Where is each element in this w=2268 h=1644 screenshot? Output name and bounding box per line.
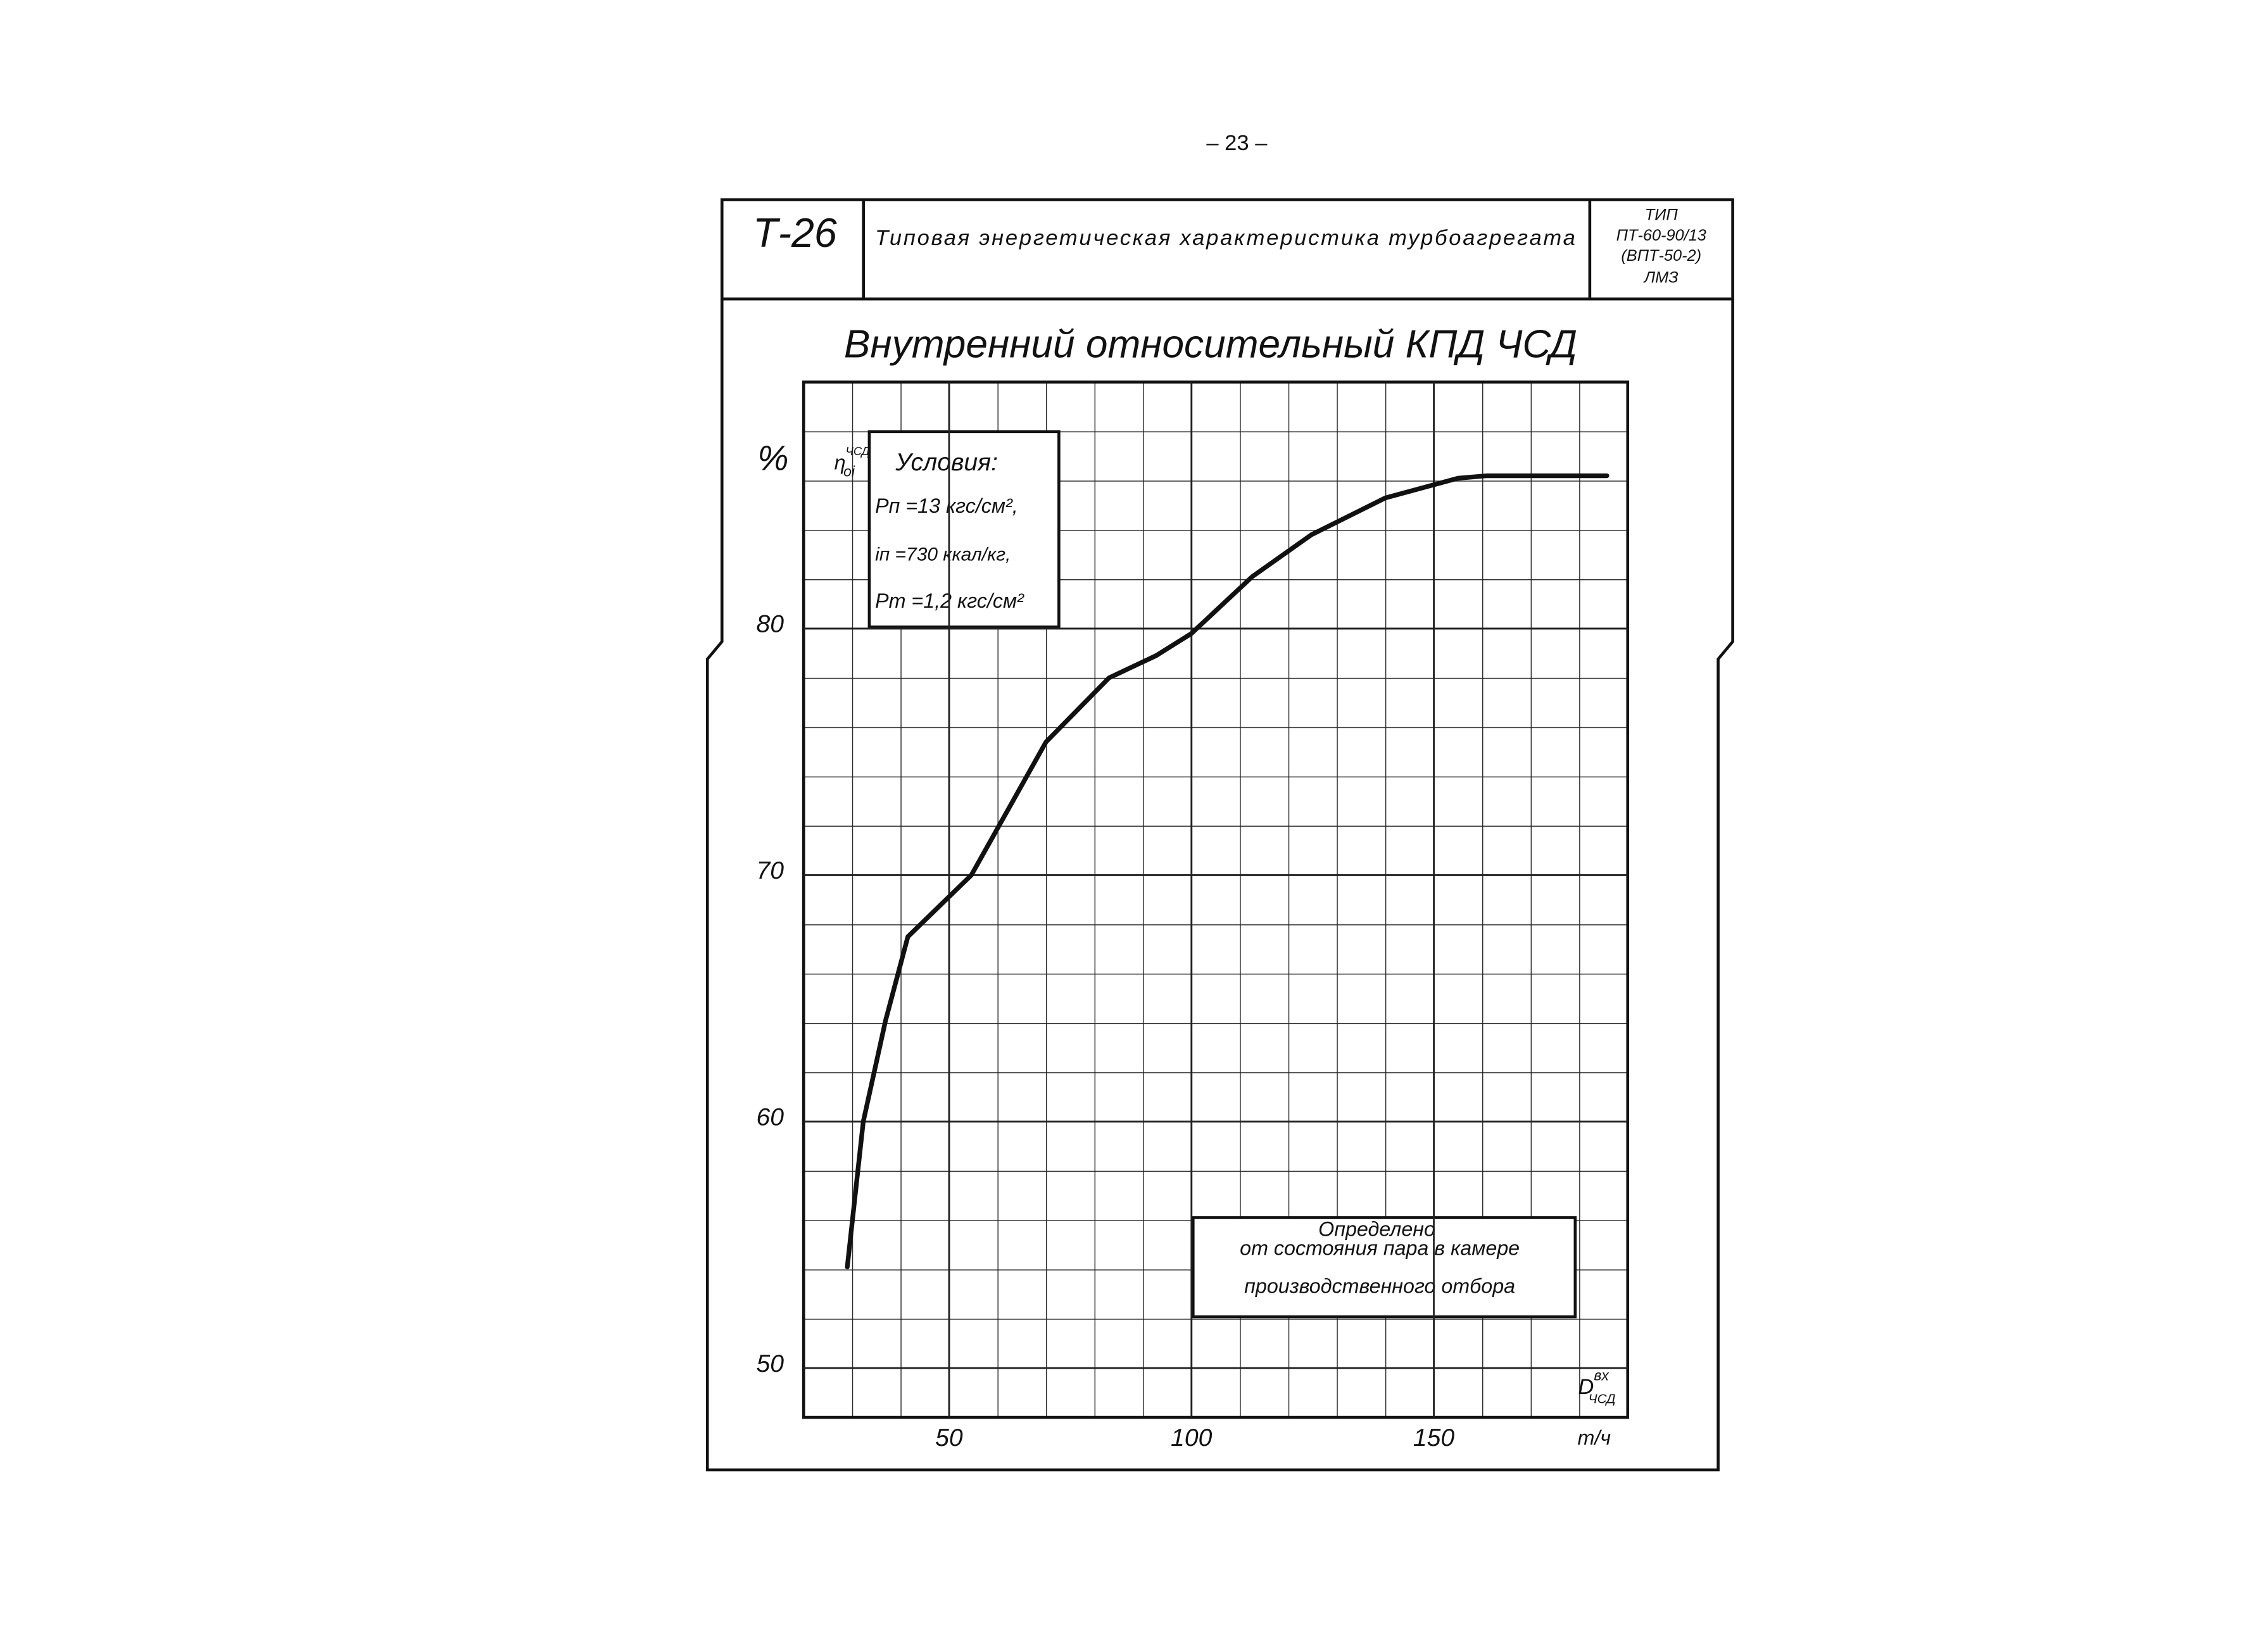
y-tick-label: 50: [756, 1350, 784, 1377]
type-line: ТИП: [1645, 206, 1679, 224]
type-line: ПТ-60-90/13: [1616, 227, 1706, 244]
y-tick-label: 70: [756, 857, 784, 884]
x-label-main: D: [1578, 1375, 1594, 1399]
y-symbol: ηЧСД oi: [835, 444, 870, 479]
header-frame: [720, 198, 1734, 301]
sheet-code: Т-26: [753, 210, 837, 256]
y-tick-label: 60: [756, 1103, 784, 1131]
x-label-sup: вх: [1594, 1367, 1610, 1384]
page-number: – 23 –: [1206, 131, 1268, 155]
annotation: производственного отбора: [1244, 1275, 1515, 1298]
x-tick-label: 100: [1171, 1424, 1213, 1452]
y-symbol-sup: ЧСД: [846, 444, 870, 458]
y-symbol-main: η: [835, 451, 846, 474]
condition: Pп =13 кгс/см²,: [875, 494, 1018, 517]
annotation: от состояния пара в камере: [1240, 1237, 1520, 1260]
type-line: ЛМЗ: [1643, 269, 1679, 287]
x-label-sub: ЧСД: [1589, 1392, 1616, 1407]
body-frame: [705, 299, 1734, 1472]
x-tick-label: 50: [935, 1424, 963, 1452]
y-symbol-sub: oi: [843, 463, 855, 479]
annotation: Определено: [1318, 1218, 1435, 1241]
conditions-box: [867, 430, 1061, 629]
annotation-box: [1191, 1216, 1577, 1319]
x-axis-label: Dвх ЧСД: [1578, 1367, 1615, 1407]
y-tick-label: 80: [756, 611, 784, 638]
type-line: (ВПТ-50-2): [1621, 247, 1701, 265]
condition: iп =730 ккал/кг,: [875, 544, 1011, 565]
x-tick-label: 150: [1413, 1424, 1455, 1452]
sheet-title: Типовая энергетическая характеристика ту…: [875, 226, 1575, 250]
chart-title: Внутренний относительный КПД ЧСД: [844, 323, 1577, 367]
data-line: [845, 473, 1610, 1270]
conditions-title: Условия:: [895, 449, 998, 476]
y-axis-label: %: [757, 439, 788, 478]
x-unit: т/ч: [1578, 1426, 1611, 1449]
